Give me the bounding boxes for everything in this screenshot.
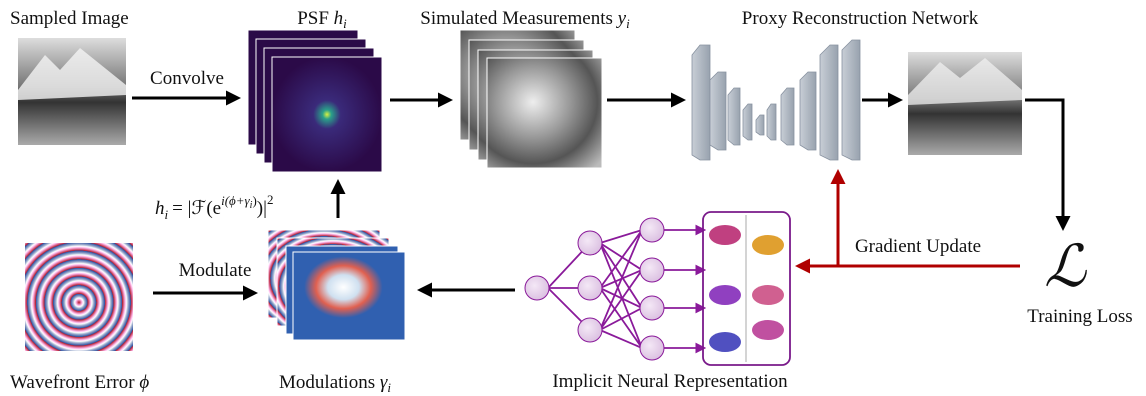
measurement-stack (460, 30, 602, 168)
wavefront-image (25, 243, 133, 351)
network-graphic (692, 40, 860, 160)
label: Gradient Update (855, 236, 981, 257)
formula: hi= |ℱ(ei(ϕ+γi))|2 (155, 192, 273, 222)
loss-symbol: ℒ (1044, 234, 1087, 299)
label: Proxy Reconstruction Network (742, 8, 979, 29)
modulation-stack (268, 230, 405, 340)
inr-network (525, 212, 790, 365)
label: Convolve (150, 68, 224, 89)
label: Simulated Measurements yi (420, 8, 630, 31)
label: Sampled Image (10, 8, 129, 29)
label: Implicit Neural Representation (552, 371, 788, 392)
label: Training Loss (1027, 306, 1132, 327)
label: PSF hi (297, 8, 347, 31)
label: Wavefront Error ϕ (10, 372, 149, 393)
diagram: Sampled Image Convolve PSF hi Simulated … (0, 0, 1146, 396)
label: Modulate (179, 260, 252, 281)
psf-stack (248, 30, 382, 172)
label: Modulations γi (279, 372, 391, 395)
